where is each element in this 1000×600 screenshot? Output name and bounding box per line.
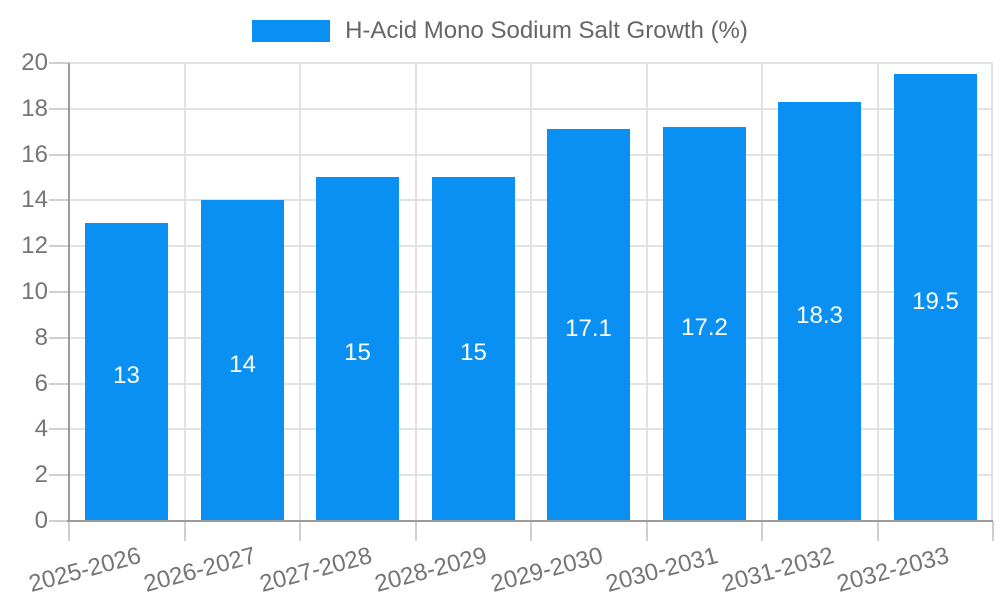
y-tick-mark [49,245,69,248]
bar-value-label: 19.5 [912,288,959,315]
bar: 15 [432,177,515,521]
y-tick-mark [49,107,69,110]
x-tick-mark [68,521,70,541]
y-axis-line [68,63,70,521]
grid-line-vertical [299,63,301,521]
bar: 17.2 [663,127,746,521]
x-tick-mark [184,521,186,541]
y-tick-mark [49,520,69,522]
bar: 18.3 [778,102,861,521]
y-tick-mark [49,153,69,156]
y-tick-mark [49,336,69,339]
y-tick-label: 0 [34,507,48,534]
y-tick-label: 14 [21,186,48,214]
grid-line-vertical [415,63,417,521]
y-tick-label: 10 [21,278,48,305]
y-tick-mark [49,199,69,202]
x-tick-mark [646,521,648,541]
bar: 13 [85,223,168,521]
x-tick-mark [761,521,763,541]
y-tick-label: 12 [21,232,48,260]
grid-line-vertical [530,63,532,521]
y-tick-mark [49,291,69,293]
bar-value-label: 14 [229,351,256,378]
x-tick-mark [530,521,532,541]
plot-area: 13 14 15 15 17.1 17.2 18.3 19.5 [49,62,994,541]
y-tick-mark [49,62,69,64]
y-tick-label: 4 [34,415,48,443]
grid-line-vertical [646,63,648,521]
bar-value-label: 18.3 [796,302,843,329]
x-tick-label: 2026-2027 [141,542,259,598]
y-tick-label: 2 [34,461,48,489]
bar: 19.5 [894,74,977,521]
x-axis-line [67,520,993,522]
y-tick-label: 20 [21,49,48,76]
grid-line-vertical [761,63,763,521]
x-tick-mark [992,521,994,541]
x-tick-label: 2028-2029 [372,542,490,598]
y-tick-label: 16 [21,140,48,168]
x-tick-label: 2031-2032 [719,542,837,598]
y-tick-label: 8 [34,323,48,351]
legend-swatch [252,20,331,42]
bar-value-label: 15 [344,339,371,366]
y-tick-mark [49,382,69,385]
x-tick-label: 2030-2031 [603,542,721,598]
x-tick-label: 2027-2028 [257,542,375,598]
y-axis-labels: 0 2 4 6 8 10 12 14 16 18 20 [0,0,48,600]
x-tick-label: 2029-2030 [488,542,606,598]
x-tick-mark [415,521,417,541]
x-tick-mark [299,521,301,541]
grid-line-vertical [184,63,186,521]
bar: 17.1 [547,129,630,521]
legend: H-Acid Mono Sodium Salt Growth (%) [0,17,1000,45]
bar-value-label: 17.2 [681,314,728,341]
y-tick-label: 6 [34,369,48,397]
x-tick-label: 2025-2026 [26,542,144,598]
x-tick-label: 2032-2033 [834,542,952,598]
grid-line-vertical [877,63,879,521]
bar-value-label: 13 [113,362,140,389]
bar-value-label: 15 [460,339,487,366]
x-tick-mark [877,521,879,541]
legend-label: H-Acid Mono Sodium Salt Growth (%) [345,17,748,44]
grid-line-vertical [991,63,993,521]
bar: 14 [201,200,284,521]
y-tick-mark [49,474,69,477]
bar: 15 [316,177,399,521]
bar-value-label: 17.1 [565,315,612,342]
y-tick-label: 18 [21,94,48,122]
y-tick-mark [49,428,69,431]
